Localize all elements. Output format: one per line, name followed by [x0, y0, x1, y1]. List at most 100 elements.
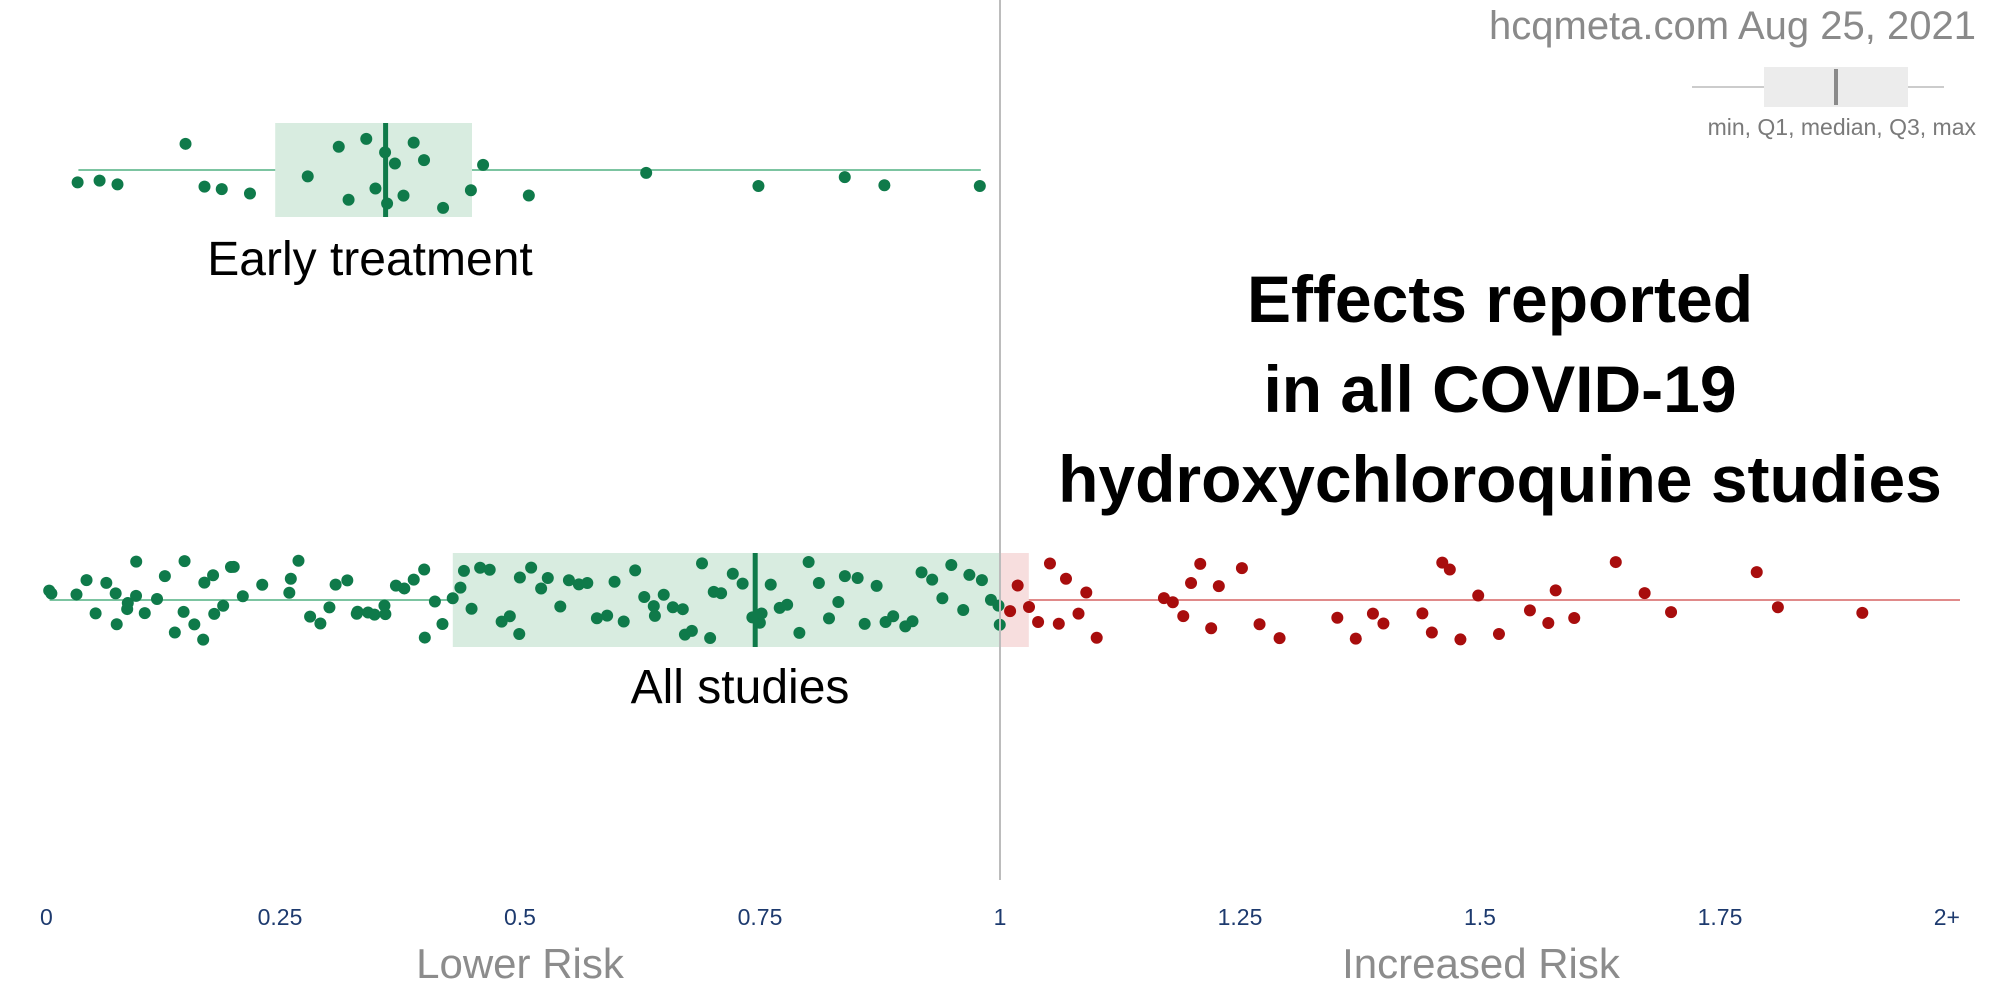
- data-point: [1542, 617, 1555, 630]
- data-point: [388, 157, 401, 170]
- data-point: [1166, 596, 1179, 609]
- x-tick-label: 1.25: [1218, 904, 1263, 930]
- x-tick-label: 0.25: [258, 904, 303, 930]
- data-point: [793, 626, 806, 639]
- data-point: [177, 605, 190, 618]
- data-point: [926, 573, 939, 586]
- x-tick-label: 1.5: [1464, 904, 1496, 930]
- increased-risk-label: Increased Risk: [1342, 940, 1620, 987]
- x-tick-label: 1: [994, 904, 1007, 930]
- x-tick-label: 0: [40, 904, 53, 930]
- data-point: [1194, 557, 1207, 570]
- data-point: [474, 561, 487, 574]
- data-point: [963, 568, 976, 581]
- title-line-3: hydroxychloroquine studies: [1058, 442, 1942, 516]
- data-point: [215, 183, 228, 196]
- data-point: [973, 179, 986, 192]
- data-point: [657, 588, 670, 601]
- data-point: [1011, 579, 1024, 592]
- data-point: [648, 609, 661, 622]
- data-point: [590, 612, 603, 625]
- data-point: [342, 193, 355, 206]
- data-point: [1349, 632, 1362, 645]
- data-point: [71, 176, 84, 189]
- data-point: [1212, 580, 1225, 593]
- data-point: [647, 600, 660, 613]
- data-point: [755, 607, 768, 620]
- data-point: [617, 615, 630, 628]
- data-point: [1004, 605, 1017, 618]
- data-point: [1638, 587, 1651, 600]
- data-point: [832, 596, 845, 609]
- data-point: [407, 573, 420, 586]
- data-point: [685, 624, 698, 637]
- data-point: [870, 579, 883, 592]
- data-point: [878, 179, 891, 192]
- data-point: [243, 187, 256, 200]
- data-point: [715, 587, 728, 600]
- data-point: [676, 603, 689, 616]
- data-point: [640, 166, 653, 179]
- iqr-box-increased: [1000, 553, 1029, 647]
- data-point: [70, 588, 83, 601]
- iqr-box: [452, 553, 1000, 647]
- data-point: [179, 137, 192, 150]
- iqr-box: [275, 123, 472, 217]
- data-point: [887, 610, 900, 623]
- data-point: [1416, 607, 1429, 620]
- data-point: [1377, 617, 1390, 630]
- data-point: [1052, 617, 1065, 630]
- data-point: [1366, 607, 1379, 620]
- data-point: [178, 555, 191, 568]
- title-line-1: Effects reported: [1246, 262, 1754, 336]
- data-point: [236, 590, 249, 603]
- data-point: [1253, 618, 1266, 631]
- data-point: [198, 576, 211, 589]
- data-point: [522, 189, 535, 202]
- data-point: [446, 592, 459, 605]
- data-point: [638, 591, 651, 604]
- data-point: [301, 170, 314, 183]
- data-point: [1549, 584, 1562, 597]
- data-point: [851, 571, 864, 584]
- data-point: [1032, 616, 1045, 629]
- data-point: [1443, 563, 1456, 576]
- data-point: [812, 577, 825, 590]
- data-point: [483, 563, 496, 576]
- data-point: [1568, 611, 1581, 624]
- data-point: [45, 587, 58, 600]
- data-point: [465, 602, 478, 615]
- data-point: [957, 604, 970, 617]
- data-point: [629, 564, 642, 577]
- data-point: [915, 566, 928, 579]
- data-point: [975, 574, 988, 587]
- data-point: [109, 587, 122, 600]
- data-point: [418, 154, 431, 167]
- group-label-all-studies: All studies: [630, 661, 850, 714]
- lower-risk-label: Lower Risk: [416, 940, 624, 987]
- data-point: [1454, 633, 1467, 646]
- data-point: [398, 582, 411, 595]
- data-point: [1205, 622, 1218, 635]
- data-point: [1665, 606, 1678, 619]
- data-point: [207, 569, 220, 582]
- data-point: [138, 607, 151, 620]
- data-point: [428, 595, 441, 608]
- title-line-2: in all COVID-19: [1263, 352, 1737, 426]
- data-point: [1609, 556, 1622, 569]
- x-tick-label: 2+: [1934, 904, 1960, 930]
- data-point: [554, 600, 567, 613]
- data-point: [111, 178, 124, 191]
- data-point: [1492, 627, 1505, 640]
- data-point: [407, 136, 420, 149]
- data-point: [1185, 576, 1198, 589]
- data-point: [208, 607, 221, 620]
- data-point: [477, 158, 490, 171]
- data-point: [1090, 631, 1103, 644]
- data-point: [906, 615, 919, 628]
- data-point: [704, 632, 717, 645]
- data-point: [1771, 601, 1784, 614]
- data-point: [224, 560, 237, 573]
- data-point: [418, 631, 431, 644]
- data-point: [535, 582, 548, 595]
